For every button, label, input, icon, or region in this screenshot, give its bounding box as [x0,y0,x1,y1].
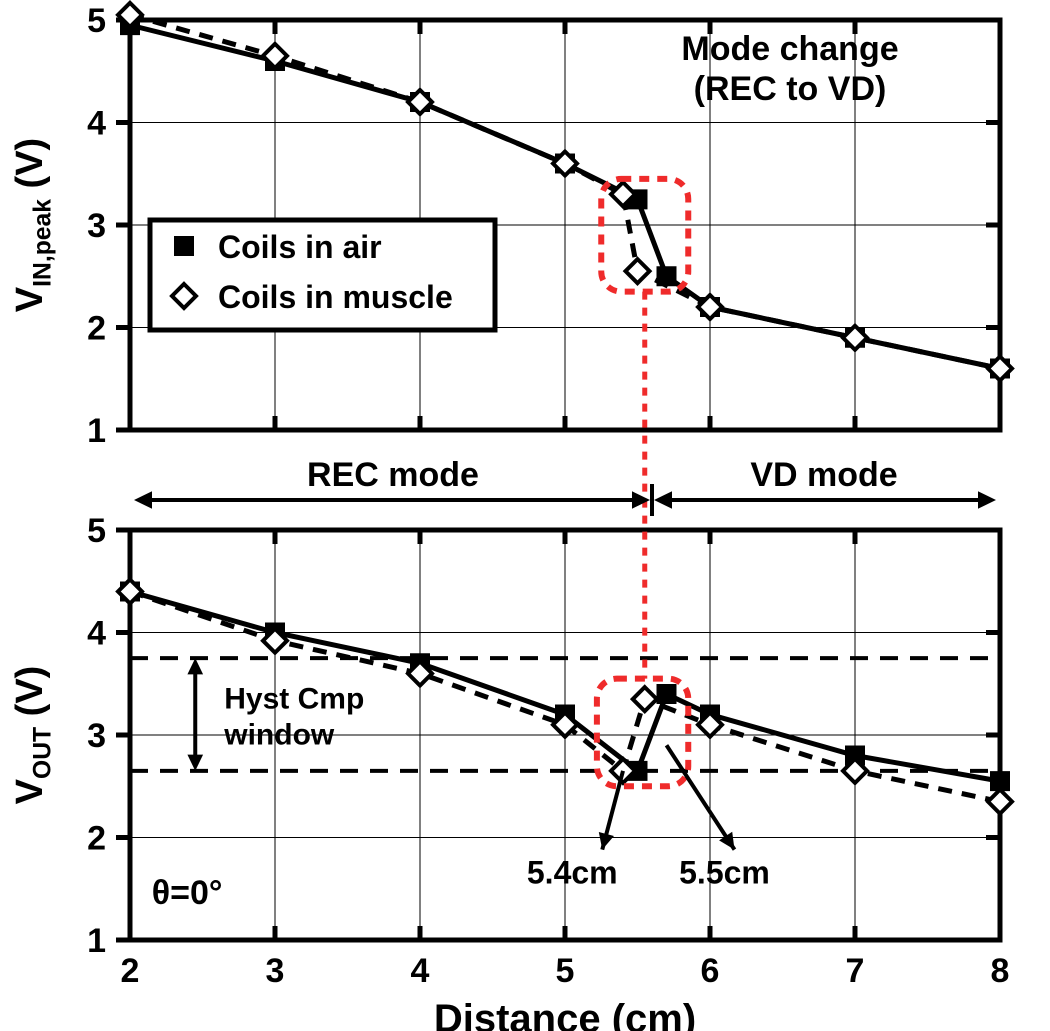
ytick-label: 1 [87,412,106,450]
mode-change-label: Mode change [681,30,898,68]
mode-change-label2: (REC to VD) [694,70,887,108]
chart-svg: 12345123452345678Coils in airCoils in mu… [0,0,1050,1031]
figure-root: 12345123452345678Coils in airCoils in mu… [0,0,1050,1031]
vd-mode-label: VD mode [750,456,897,494]
yaxis-label: VIN,peak (V) [9,138,56,312]
legend-label-muscle: Coils in muscle [218,279,453,315]
marker-square [657,684,677,704]
xtick-label: 3 [266,952,285,990]
ytick-label: 3 [87,717,106,755]
svg-text:VOUT (V): VOUT (V) [9,666,56,805]
xtick-label: 5 [556,952,575,990]
ytick-label: 5 [87,2,106,40]
hyst-label: Hyst Cmp [224,683,364,716]
callout-line [667,745,735,849]
hyst-label2: window [223,719,335,752]
callout-54: 5.4cm [527,855,618,891]
ytick-label: 2 [87,310,106,348]
legend-label-air: Coils in air [218,229,382,265]
xtick-label: 8 [991,952,1010,990]
svg-text:VIN,peak (V): VIN,peak (V) [9,138,56,312]
ytick-label: 5 [87,512,106,550]
ytick-label: 4 [87,105,106,143]
xtick-label: 2 [121,952,140,990]
ytick-label: 4 [87,615,106,653]
xaxis-label: Distance (cm) [434,997,696,1031]
xtick-label: 4 [411,952,430,990]
marker-diamond [633,687,657,711]
xtick-label: 6 [701,952,720,990]
callout-55: 5.5cm [679,855,770,891]
marker-diamond [626,259,650,283]
ytick-label: 3 [87,207,106,245]
ytick-label: 1 [87,922,106,960]
yaxis-label: VOUT (V) [9,666,56,805]
rec-mode-label: REC mode [307,456,479,494]
xtick-label: 7 [846,952,865,990]
ytick-label: 2 [87,820,106,858]
marker-diamond [988,790,1012,814]
marker-square [174,236,194,256]
theta-label: θ=0° [152,874,223,912]
